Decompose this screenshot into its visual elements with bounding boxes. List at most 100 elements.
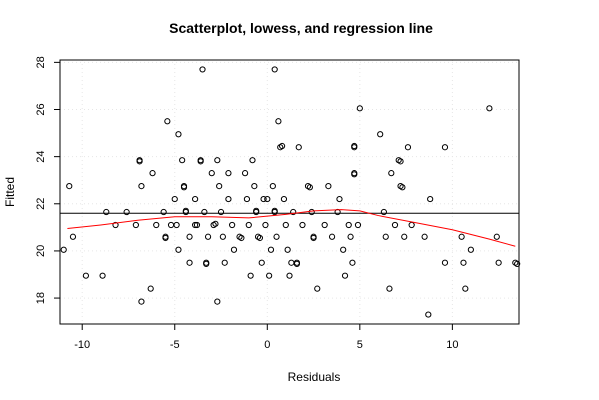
data-point xyxy=(345,221,352,229)
data-point xyxy=(103,208,110,216)
data-point xyxy=(282,221,289,229)
plot-border xyxy=(59,59,520,325)
data-point xyxy=(243,195,251,203)
data-point xyxy=(160,208,167,216)
data-point xyxy=(164,118,171,125)
data-point xyxy=(264,195,271,203)
data-point xyxy=(175,246,182,253)
lowess-line xyxy=(67,209,516,247)
data-point xyxy=(328,233,336,240)
data-point xyxy=(460,259,467,266)
data-point xyxy=(153,221,160,229)
data-point xyxy=(267,246,275,253)
data-point xyxy=(258,259,265,266)
data-point xyxy=(351,171,358,178)
data-point xyxy=(314,285,321,292)
data-point xyxy=(238,234,245,242)
data-point xyxy=(201,208,208,216)
data-point xyxy=(288,259,295,266)
data-point xyxy=(354,221,362,229)
data-point xyxy=(167,221,175,229)
data-point xyxy=(310,234,317,242)
data-point xyxy=(391,221,399,229)
data-point xyxy=(229,221,236,229)
y-tick-label: 22 xyxy=(35,198,47,210)
y-tick-label: 24 xyxy=(35,151,47,163)
data-point xyxy=(175,131,182,138)
data-point xyxy=(208,170,215,177)
data-point xyxy=(382,233,389,240)
data-point xyxy=(351,142,358,150)
data-point xyxy=(186,259,193,266)
data-point xyxy=(225,170,232,177)
data-point xyxy=(192,195,199,203)
data-point xyxy=(82,272,90,279)
data-point xyxy=(284,246,291,253)
data-point xyxy=(349,259,356,266)
data-point xyxy=(340,246,347,253)
x-tick-label: 5 xyxy=(357,339,363,351)
data-point xyxy=(380,208,387,216)
data-point xyxy=(66,183,73,190)
data-point xyxy=(216,183,223,190)
data-point xyxy=(397,158,404,165)
data-point xyxy=(230,246,238,253)
data-point xyxy=(286,272,293,279)
data-point xyxy=(299,221,306,229)
data-point xyxy=(241,170,249,177)
data-point xyxy=(347,233,354,240)
data-point xyxy=(149,170,156,177)
y-axis: 18 20 22 24 26 28 xyxy=(35,56,60,304)
data-point xyxy=(221,259,228,266)
data-point xyxy=(193,221,201,229)
data-point xyxy=(123,208,130,216)
data-point xyxy=(138,298,145,305)
data-point xyxy=(245,221,252,229)
data-point xyxy=(295,144,302,151)
data-point xyxy=(136,158,143,165)
data-point xyxy=(356,105,363,112)
data-point xyxy=(225,195,232,203)
data-point xyxy=(275,118,282,125)
data-point xyxy=(421,233,428,240)
data-point xyxy=(486,105,493,112)
data-point xyxy=(138,183,145,190)
x-axis-label: Residuals xyxy=(288,370,341,384)
data-point xyxy=(199,66,206,73)
data-point xyxy=(462,285,469,292)
data-point xyxy=(60,246,67,253)
data-point xyxy=(204,233,212,240)
y-axis-label: Fitted xyxy=(3,177,17,207)
data-point xyxy=(386,285,393,292)
data-point xyxy=(514,260,521,267)
data-point xyxy=(132,221,139,229)
data-point xyxy=(186,233,193,240)
data-point xyxy=(203,260,210,267)
data-point xyxy=(147,285,154,292)
data-point xyxy=(212,220,219,227)
data-point xyxy=(247,272,254,279)
data-point xyxy=(341,272,349,279)
data-point xyxy=(269,183,276,190)
x-tick-label: 10 xyxy=(446,339,458,351)
data-point xyxy=(306,184,313,191)
data-point xyxy=(271,66,278,73)
data-point xyxy=(251,183,258,190)
data-point xyxy=(290,208,297,216)
x-tick-label: 0 xyxy=(264,339,270,351)
data-point xyxy=(214,298,221,305)
y-tick-label: 26 xyxy=(35,103,47,115)
data-point xyxy=(425,311,432,318)
grid xyxy=(60,60,519,324)
data-point xyxy=(69,233,77,240)
y-tick-label: 20 xyxy=(35,245,47,257)
data-point xyxy=(458,233,465,240)
x-axis: -10 -5 0 5 10 xyxy=(74,324,458,351)
data-point xyxy=(219,233,226,240)
data-point xyxy=(99,272,106,279)
data-point xyxy=(260,195,267,203)
data-point xyxy=(495,259,502,266)
data-point xyxy=(179,157,186,164)
data-points xyxy=(60,66,521,318)
